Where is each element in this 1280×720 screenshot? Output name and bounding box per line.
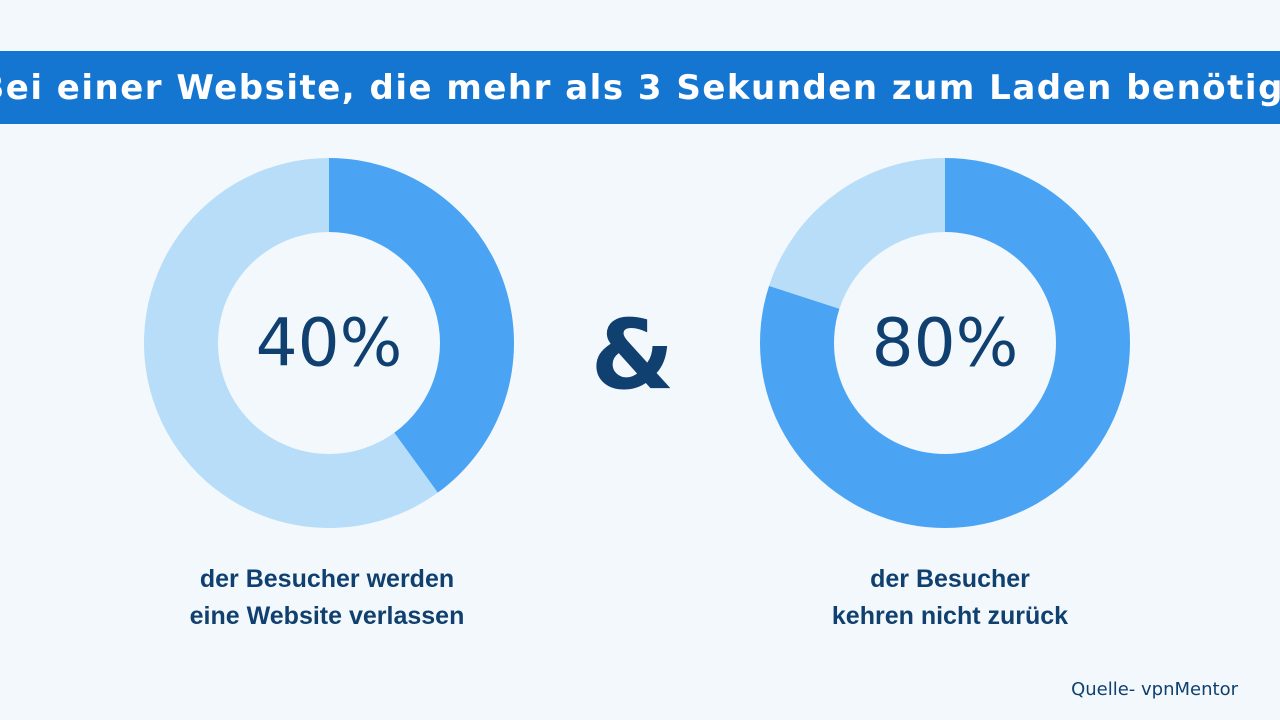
caption-right: der Besucher kehren nicht zurück: [740, 561, 1160, 635]
donut-chart-right: 80%: [760, 158, 1130, 528]
source-credit: Quelle- vpnMentor: [1071, 679, 1238, 700]
donut-center-label-right: 80%: [872, 305, 1019, 382]
donut-right-slice-filled: [760, 158, 1130, 528]
title-banner: Bei einer Website, die mehr als 3 Sekund…: [0, 51, 1280, 124]
donut-center-label-left: 40%: [256, 305, 403, 382]
donut-slices-left: [143, 158, 514, 528]
ampersand-connector: &: [590, 299, 675, 411]
chart-title: Bei einer Website, die mehr als 3 Sekund…: [0, 67, 1280, 108]
caption-left: der Besucher werden eine Website verlass…: [117, 561, 537, 635]
caption-right-line-2: kehren nicht zurück: [831, 602, 1069, 630]
donut-left-slice-remaining: [143, 158, 438, 528]
caption-left-line-1: der Besucher werden: [199, 565, 455, 593]
donut-chart-left: 40%: [143, 158, 514, 528]
caption-right-line-1: der Besucher: [870, 565, 1030, 593]
donut-right-slice-remaining: [769, 158, 945, 309]
donut-slices-right: [760, 158, 1130, 528]
donut-left-slice-filled: [329, 158, 514, 493]
caption-left-line-2: eine Website verlassen: [189, 602, 465, 630]
